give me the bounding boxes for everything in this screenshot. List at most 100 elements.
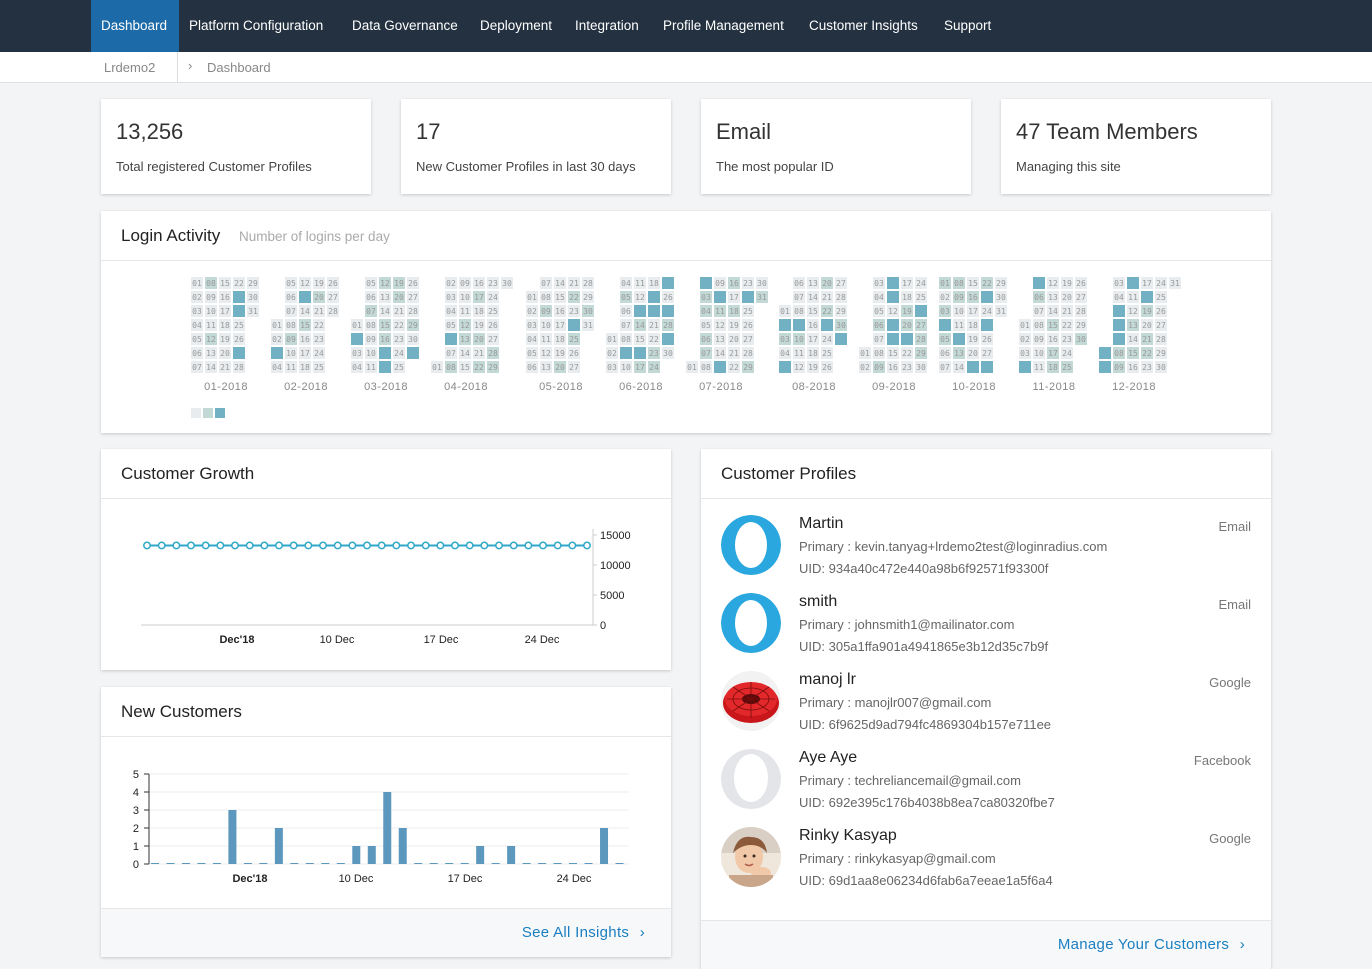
data-point[interactable] — [568, 541, 577, 550]
day-cell[interactable]: 05 — [285, 277, 297, 289]
day-cell[interactable]: 31 — [247, 305, 259, 317]
bar[interactable] — [491, 863, 500, 864]
day-cell[interactable]: 27 — [568, 361, 580, 373]
data-point[interactable] — [260, 541, 269, 550]
day-cell[interactable]: 23 — [1141, 361, 1153, 373]
day-cell[interactable]: 21 — [821, 291, 833, 303]
day-cell[interactable]: 05 — [365, 277, 377, 289]
day-cell[interactable]: 09 — [365, 333, 377, 345]
day-cell[interactable]: 28 — [915, 333, 927, 345]
day-cell[interactable]: 17 — [554, 319, 566, 331]
data-point[interactable] — [465, 541, 474, 550]
day-cell[interactable]: 21 — [1061, 305, 1073, 317]
day-cell[interactable]: 21 — [219, 361, 231, 373]
day-cell[interactable]: 08 — [445, 361, 457, 373]
nav-deployment[interactable]: Deployment — [480, 18, 553, 33]
data-point[interactable] — [451, 541, 459, 550]
day-cell[interactable]: 30 — [247, 291, 259, 303]
day-cell[interactable]: 12 — [793, 361, 805, 373]
day-cell[interactable]: 15 — [887, 347, 899, 359]
day-cell[interactable]: 11 — [1033, 361, 1045, 373]
day-cell[interactable]: 08 — [1113, 347, 1125, 359]
day-cell[interactable]: 08 — [953, 277, 965, 289]
day-cell[interactable]: 16 — [728, 277, 740, 289]
day-cell[interactable]: 14 — [459, 347, 471, 359]
day-cell[interactable]: 22 — [1061, 319, 1073, 331]
day-cell[interactable] — [901, 333, 913, 345]
day-cell[interactable]: 03 — [1019, 347, 1031, 359]
day-cell[interactable]: 01 — [271, 319, 283, 331]
day-cell[interactable]: 27 — [487, 333, 499, 345]
day-cell[interactable]: 27 — [835, 277, 847, 289]
day-cell[interactable] — [779, 361, 791, 373]
day-cell[interactable]: 01 — [606, 333, 618, 345]
day-cell[interactable] — [953, 333, 965, 345]
day-cell[interactable]: 06 — [700, 333, 712, 345]
day-cell[interactable]: 17 — [1047, 347, 1059, 359]
day-cell[interactable]: 02 — [859, 361, 871, 373]
day-cell[interactable]: 29 — [835, 305, 847, 317]
day-cell[interactable]: 24 — [393, 347, 405, 359]
day-cell[interactable]: 06 — [526, 361, 538, 373]
day-cell[interactable]: 23 — [648, 347, 660, 359]
bar[interactable] — [321, 863, 330, 864]
day-cell[interactable]: 15 — [459, 361, 471, 373]
day-cell[interactable]: 10 — [620, 361, 632, 373]
data-point[interactable] — [245, 541, 254, 550]
day-cell[interactable]: 18 — [299, 361, 311, 373]
day-cell[interactable]: 15 — [554, 291, 566, 303]
day-cell[interactable]: 11 — [634, 277, 646, 289]
data-point[interactable] — [583, 541, 591, 550]
day-cell[interactable]: 07 — [191, 361, 203, 373]
day-cell[interactable]: 23 — [1061, 333, 1073, 345]
day-cell[interactable]: 30 — [915, 361, 927, 373]
day-cell[interactable]: 11 — [365, 361, 377, 373]
day-cell[interactable]: 26 — [487, 319, 499, 331]
day-cell[interactable]: 22 — [648, 333, 660, 345]
day-cell[interactable]: 18 — [901, 291, 913, 303]
day-cell[interactable]: 12 — [634, 291, 646, 303]
day-cell[interactable]: 04 — [445, 305, 457, 317]
day-cell[interactable]: 04 — [1113, 291, 1125, 303]
day-cell[interactable]: 03 — [606, 361, 618, 373]
day-cell[interactable]: 14 — [714, 347, 726, 359]
bar[interactable] — [398, 828, 407, 864]
day-cell[interactable]: 01 — [351, 319, 363, 331]
day-cell[interactable]: 09 — [205, 291, 217, 303]
bar[interactable] — [228, 810, 237, 864]
day-cell[interactable]: 06 — [191, 347, 203, 359]
day-cell[interactable]: 25 — [313, 361, 325, 373]
day-cell[interactable]: 09 — [540, 305, 552, 317]
bar[interactable] — [259, 863, 268, 864]
nav-customer-insights[interactable]: Customer Insights — [809, 18, 918, 33]
day-cell[interactable]: 11 — [953, 319, 965, 331]
day-cell[interactable]: 21 — [728, 347, 740, 359]
data-point[interactable] — [421, 541, 430, 550]
day-cell[interactable]: 08 — [205, 277, 217, 289]
day-cell[interactable]: 21 — [473, 347, 485, 359]
bar[interactable] — [600, 828, 609, 864]
day-cell[interactable]: 11 — [793, 347, 805, 359]
day-cell[interactable] — [967, 361, 979, 373]
day-cell[interactable]: 19 — [728, 319, 740, 331]
day-cell[interactable]: 26 — [233, 333, 245, 345]
day-cell[interactable]: 18 — [648, 277, 660, 289]
day-cell[interactable]: 08 — [873, 347, 885, 359]
day-cell[interactable] — [620, 347, 632, 359]
bar[interactable] — [336, 863, 345, 864]
day-cell[interactable] — [835, 333, 847, 345]
day-cell[interactable] — [1141, 291, 1153, 303]
day-cell[interactable] — [1033, 277, 1045, 289]
day-cell[interactable]: 22 — [981, 277, 993, 289]
day-cell[interactable]: 21 — [313, 305, 325, 317]
day-cell[interactable]: 28 — [1075, 305, 1087, 317]
day-cell[interactable]: 13 — [1047, 291, 1059, 303]
day-cell[interactable]: 08 — [793, 305, 805, 317]
day-cell[interactable]: 15 — [634, 333, 646, 345]
day-cell[interactable]: 23 — [313, 333, 325, 345]
day-cell[interactable]: 14 — [554, 277, 566, 289]
day-cell[interactable]: 28 — [487, 347, 499, 359]
day-cell[interactable]: 02 — [271, 333, 283, 345]
day-cell[interactable]: 10 — [365, 347, 377, 359]
nav-integration[interactable]: Integration — [575, 18, 639, 33]
